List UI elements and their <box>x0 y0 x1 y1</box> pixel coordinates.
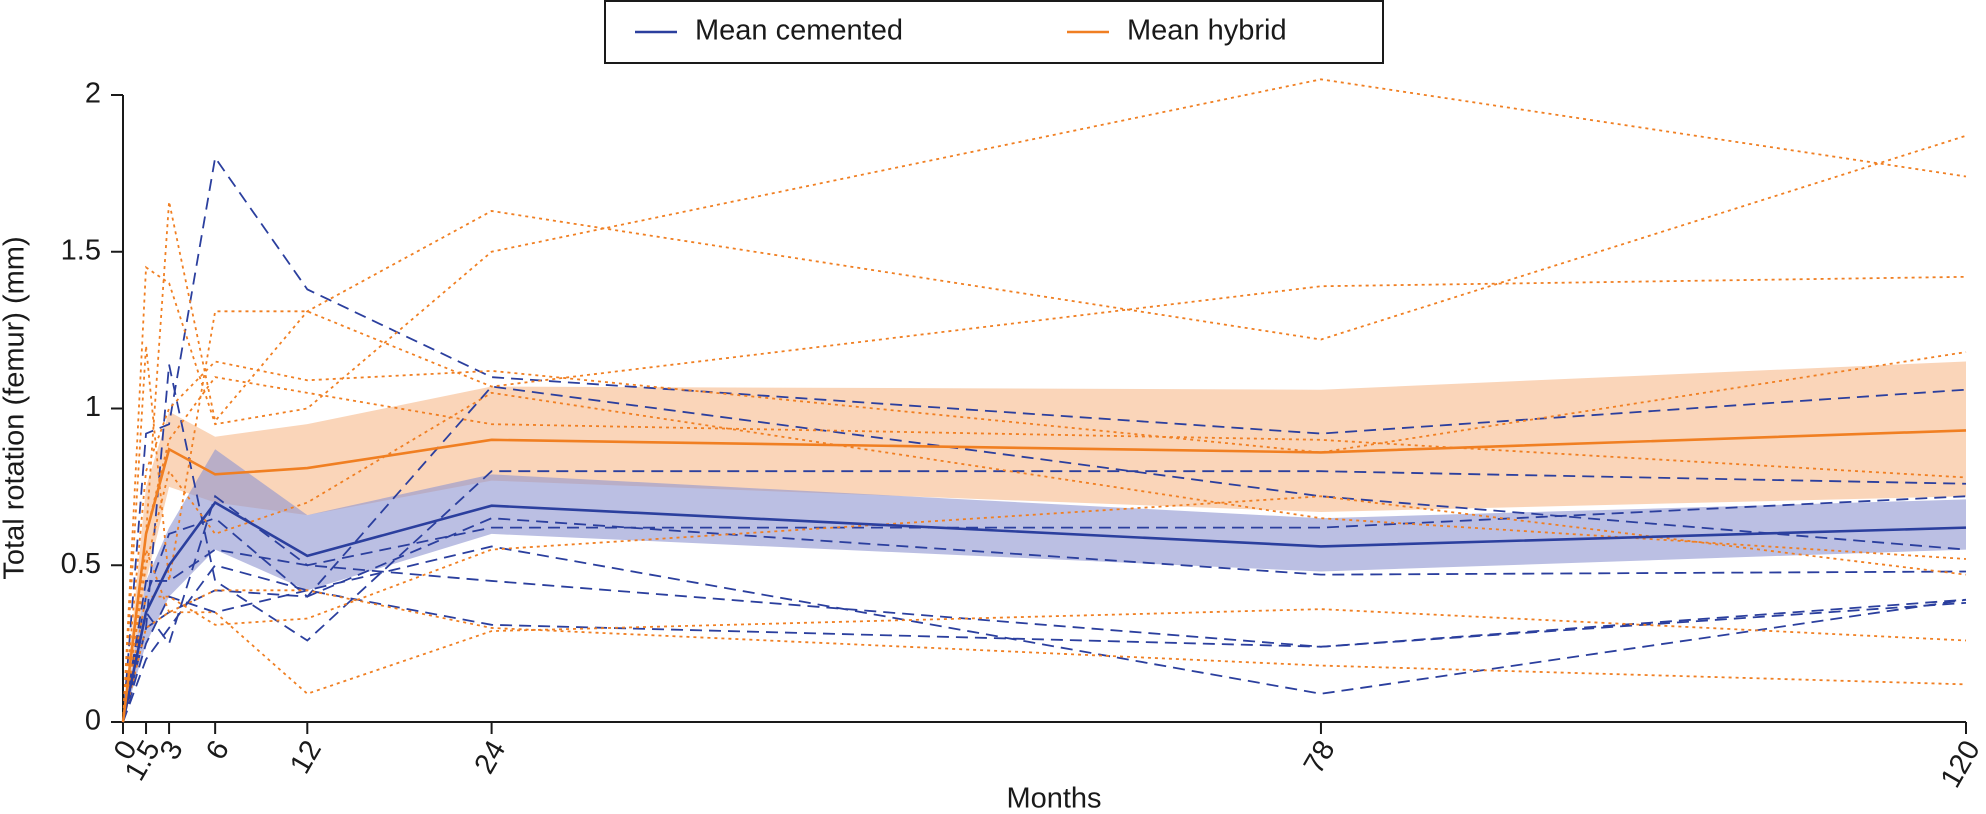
mean-line <box>121 429 1967 723</box>
individual-line <box>122 494 1967 723</box>
x-tick-label: 12 <box>284 735 328 779</box>
y-tick-label: 0.5 <box>61 548 101 580</box>
individual-line <box>122 548 1967 723</box>
individual-line <box>122 385 1967 723</box>
y-tick-label: 0 <box>85 705 101 737</box>
legend-label: Mean cemented <box>695 15 903 47</box>
legend: Mean cemented Mean hybrid <box>604 0 1384 64</box>
individual-line <box>122 134 1967 723</box>
individual-line <box>122 517 1967 723</box>
individual-line <box>122 275 1967 723</box>
individual-line <box>122 589 1967 723</box>
legend-label: Mean hybrid <box>1127 15 1287 47</box>
x-tick-label: 120 <box>1935 735 1986 793</box>
mean-line <box>121 500 1967 723</box>
y-tick-label: 1 <box>85 391 101 423</box>
individual-line <box>122 564 1967 723</box>
confidence-band <box>123 449 1966 722</box>
x-tick-label: 6 <box>200 735 236 765</box>
y-axis-label: Total rotation (femur) (mm) <box>0 236 31 579</box>
individual-line <box>122 545 1967 723</box>
confidence-band <box>123 361 1966 722</box>
x-axis-label: Months <box>1006 783 1101 814</box>
x-tick-label: 78 <box>1298 735 1342 779</box>
y-tick-label: 1.5 <box>61 234 101 266</box>
individual-line <box>122 549 1967 723</box>
y-tick-label: 2 <box>85 78 101 110</box>
x-tick-label: 24 <box>468 735 512 779</box>
legend-box <box>604 0 1384 64</box>
individual-line <box>122 155 1967 723</box>
